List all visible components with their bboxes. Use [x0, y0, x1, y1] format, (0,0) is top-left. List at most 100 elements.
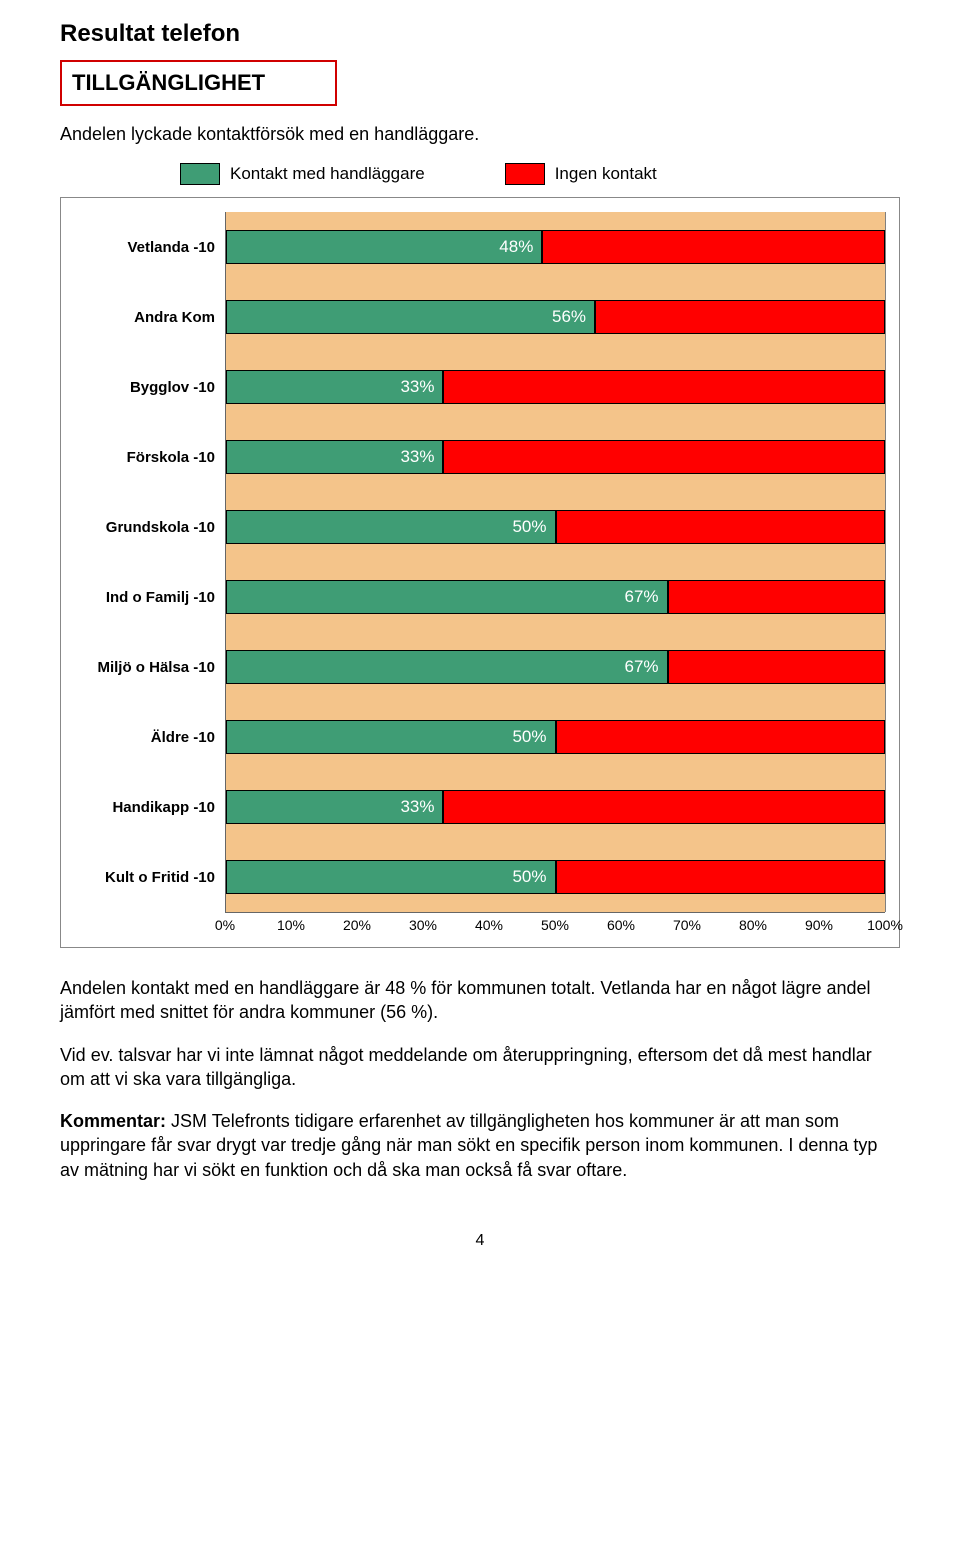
y-label: Miljö o Hälsa -10 — [75, 632, 225, 702]
legend-item-nocontact: Ingen kontakt — [505, 163, 657, 185]
legend-swatch-red — [505, 163, 545, 185]
bar-pair: 50% — [226, 510, 885, 544]
x-axis: 0%10%20%30%40%50%60%70%80%90%100% — [225, 917, 885, 939]
chart-row: 67% — [226, 632, 885, 702]
bar-contact: 67% — [226, 580, 668, 614]
x-tick-label: 10% — [277, 917, 305, 933]
plot-area: 48% 56% 33% 33% 50% 67% 67% 50% 33% 50% — [225, 212, 885, 913]
row-bg-upper — [226, 282, 885, 300]
x-tick-label: 100% — [867, 917, 903, 933]
legend-swatch-green — [180, 163, 220, 185]
bar-nocontact — [443, 440, 885, 474]
y-label: Vetlanda -10 — [75, 212, 225, 282]
bar-pair: 33% — [226, 440, 885, 474]
bar-contact: 48% — [226, 230, 542, 264]
bar-pair: 67% — [226, 650, 885, 684]
row-bg-upper — [226, 632, 885, 650]
row-bg-lower — [226, 614, 885, 632]
row-bg-upper — [226, 492, 885, 510]
paragraph-3-rest: JSM Telefronts tidigare erfarenhet av ti… — [60, 1111, 877, 1180]
legend-label-contact: Kontakt med handläggare — [230, 164, 425, 184]
bar-nocontact — [668, 650, 885, 684]
bar-nocontact — [542, 230, 885, 264]
bar-contact: 67% — [226, 650, 668, 684]
bar-pair: 50% — [226, 860, 885, 894]
intro-text: Andelen lyckade kontaktförsök med en han… — [60, 124, 900, 145]
bar-nocontact — [443, 790, 885, 824]
row-bg-upper — [226, 352, 885, 370]
chart-row: 48% — [226, 212, 885, 282]
y-axis-labels: Vetlanda -10Andra KomBygglov -10Förskola… — [75, 212, 225, 913]
bar-nocontact — [668, 580, 885, 614]
row-bg-upper — [226, 562, 885, 580]
section-subtitle: TILLGÄNGLIGHET — [60, 60, 337, 106]
paragraph-3-lead: Kommentar: — [60, 1111, 166, 1131]
bar-pair: 33% — [226, 790, 885, 824]
row-bg-lower — [226, 754, 885, 772]
x-tick-label: 40% — [475, 917, 503, 933]
bar-nocontact — [595, 300, 885, 334]
bar-contact: 56% — [226, 300, 595, 334]
bar-contact: 33% — [226, 790, 443, 824]
row-bg-upper — [226, 702, 885, 720]
row-bg-lower — [226, 264, 885, 282]
x-tick-label: 0% — [215, 917, 235, 933]
chart-row: 67% — [226, 562, 885, 632]
x-tick-label: 50% — [541, 917, 569, 933]
chart-legend: Kontakt med handläggare Ingen kontakt — [180, 163, 900, 185]
paragraph-1: Andelen kontakt med en handläggare är 48… — [60, 976, 900, 1025]
bar-contact: 33% — [226, 440, 443, 474]
y-label: Förskola -10 — [75, 422, 225, 492]
row-bg-upper — [226, 772, 885, 790]
x-tick-label: 60% — [607, 917, 635, 933]
y-label: Bygglov -10 — [75, 352, 225, 422]
bar-contact: 33% — [226, 370, 443, 404]
y-label: Andra Kom — [75, 282, 225, 352]
row-bg-lower — [226, 334, 885, 352]
y-label: Kult o Fritid -10 — [75, 842, 225, 912]
chart: Vetlanda -10Andra KomBygglov -10Förskola… — [75, 212, 885, 913]
x-tick-label: 90% — [805, 917, 833, 933]
bar-nocontact — [556, 860, 886, 894]
legend-label-nocontact: Ingen kontakt — [555, 164, 657, 184]
x-tick-label: 20% — [343, 917, 371, 933]
row-bg-upper — [226, 212, 885, 230]
legend-item-contact: Kontakt med handläggare — [180, 163, 425, 185]
bar-nocontact — [443, 370, 885, 404]
bar-pair: 33% — [226, 370, 885, 404]
row-bg-lower — [226, 544, 885, 562]
y-label: Grundskola -10 — [75, 492, 225, 562]
bar-pair: 67% — [226, 580, 885, 614]
bar-nocontact — [556, 510, 886, 544]
row-bg-lower — [226, 684, 885, 702]
row-bg-lower — [226, 474, 885, 492]
bar-pair: 50% — [226, 720, 885, 754]
x-tick-label: 80% — [739, 917, 767, 933]
bar-contact: 50% — [226, 860, 556, 894]
row-bg-lower — [226, 404, 885, 422]
bar-nocontact — [556, 720, 886, 754]
chart-row: 50% — [226, 702, 885, 772]
x-tick-label: 30% — [409, 917, 437, 933]
chart-row: 50% — [226, 492, 885, 562]
page-title: Resultat telefon — [60, 20, 900, 48]
paragraph-3: Kommentar: JSM Telefronts tidigare erfar… — [60, 1109, 900, 1182]
chart-row: 33% — [226, 352, 885, 422]
row-bg-upper — [226, 842, 885, 860]
chart-row: 56% — [226, 282, 885, 352]
paragraph-2: Vid ev. talsvar har vi inte lämnat något… — [60, 1043, 900, 1092]
bar-pair: 56% — [226, 300, 885, 334]
bar-contact: 50% — [226, 510, 556, 544]
chart-row: 33% — [226, 422, 885, 492]
row-bg-lower — [226, 894, 885, 912]
bar-contact: 50% — [226, 720, 556, 754]
body-text: Andelen kontakt med en handläggare är 48… — [60, 976, 900, 1182]
gridline — [885, 212, 886, 912]
chart-row: 33% — [226, 772, 885, 842]
chart-row: 50% — [226, 842, 885, 912]
chart-frame: Vetlanda -10Andra KomBygglov -10Förskola… — [60, 197, 900, 948]
row-bg-lower — [226, 824, 885, 842]
bar-pair: 48% — [226, 230, 885, 264]
y-label: Äldre -10 — [75, 702, 225, 772]
y-label: Handikapp -10 — [75, 772, 225, 842]
